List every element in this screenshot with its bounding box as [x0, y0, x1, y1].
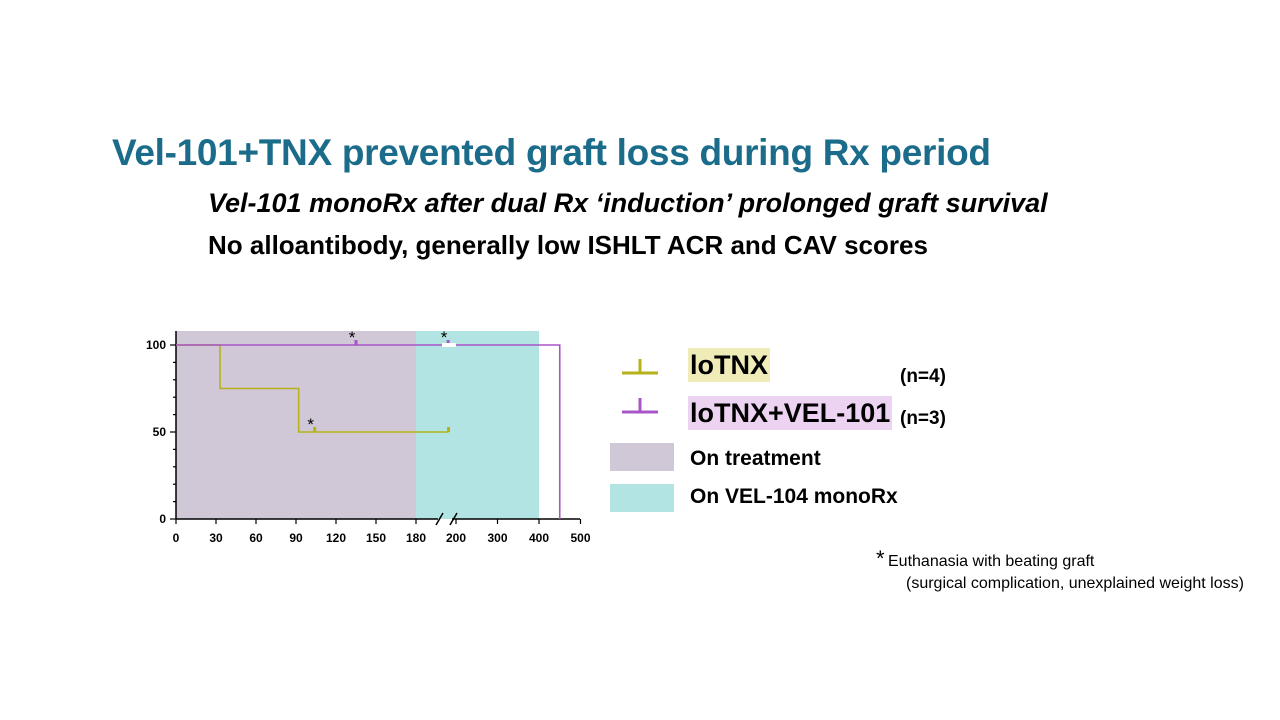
- legend-n-lotnx: (n=4): [900, 366, 946, 387]
- line-break-gap: [442, 343, 456, 347]
- footnote-line1: Euthanasia with beating graft: [888, 553, 1095, 570]
- slide-title: Vel-101+TNX prevented graft loss during …: [112, 132, 991, 173]
- region-1: [416, 331, 539, 519]
- x-tick-label: 90: [289, 531, 303, 545]
- y-tick-label: 50: [153, 425, 167, 439]
- x-tick-label: 30: [209, 531, 223, 545]
- axis-break-mark-2: [449, 512, 458, 526]
- legend-marker-lotnx-vel101: [622, 398, 658, 414]
- x-tick-label: 60: [249, 531, 263, 545]
- axis-break-mark-1: [435, 512, 444, 526]
- legend-label-monorx: On VEL-104 monoRx: [690, 485, 898, 508]
- x-tick-label: 120: [326, 531, 346, 545]
- subtitle-alloantibody: No alloantibody, generally low ISHLT ACR…: [208, 230, 928, 260]
- y-tick-label: 0: [159, 512, 166, 526]
- footnote-star: *: [876, 546, 885, 571]
- series-line-1: [176, 344, 561, 519]
- legend-swatch-monorx: [610, 484, 674, 512]
- y-tick-label: 100: [146, 338, 166, 352]
- x-tick-label: 400: [529, 531, 549, 545]
- event-star: *: [349, 328, 356, 347]
- x-tick-label: 180: [406, 531, 426, 545]
- footnote-line2: (surgical complication, unexplained weig…: [906, 575, 1244, 592]
- event-star: *: [307, 415, 314, 434]
- legend-label-lotnx-vel101: loTNX+VEL-101: [688, 396, 893, 430]
- x-tick-label: 150: [366, 531, 386, 545]
- legend-label-lotnx: loTNX: [688, 348, 770, 382]
- region-0: [176, 331, 416, 519]
- legend-marker-lotnx: [622, 359, 658, 375]
- legend-label-on-treatment: On treatment: [690, 447, 821, 470]
- x-tick-label: 300: [487, 531, 507, 545]
- legend-swatch-on-treatment: [610, 443, 674, 471]
- event-star: *: [441, 328, 448, 347]
- legend-n-lotnx-vel101: (n=3): [900, 408, 946, 429]
- subtitle-survival: Vel-101 monoRx after dual Rx ‘induction’…: [208, 188, 1048, 218]
- x-tick-label: 500: [570, 531, 590, 545]
- x-tick-label: 0: [173, 531, 180, 545]
- x-tick-label: 200: [446, 531, 466, 545]
